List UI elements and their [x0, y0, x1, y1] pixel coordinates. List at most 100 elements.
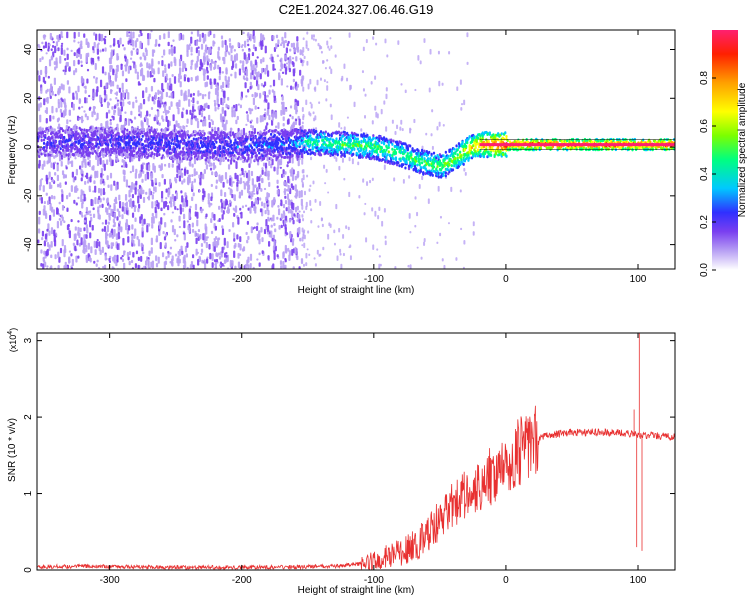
noise-mark [63, 110, 66, 117]
noise-mark [217, 64, 220, 70]
noise-mark [168, 49, 171, 55]
noise-mark [263, 187, 267, 191]
noise-mark [413, 118, 416, 124]
noise-mark [371, 120, 374, 125]
noise-mark [383, 164, 386, 171]
noise-mark [260, 201, 264, 207]
noise-mark [305, 252, 308, 259]
noise-mark [182, 34, 185, 41]
noise-mark [190, 53, 193, 56]
noise-mark [62, 84, 65, 91]
noise-mark [204, 33, 207, 42]
noise-mark [204, 81, 207, 88]
noise-mark [275, 125, 278, 129]
noise-mark [267, 231, 270, 235]
noise-mark [270, 217, 273, 222]
noise-mark [300, 198, 303, 206]
noise-mark [249, 81, 252, 86]
noise-mark [273, 199, 276, 203]
noise-mark [249, 33, 252, 42]
noise-mark [186, 169, 189, 175]
noise-mark [229, 42, 232, 48]
noise-mark [104, 35, 107, 38]
noise-mark [272, 79, 276, 87]
noise-mark [443, 264, 446, 269]
signal-mark [212, 143, 216, 147]
noise-mark [55, 207, 59, 215]
noise-mark [250, 119, 253, 122]
noise-mark [295, 56, 298, 62]
noise-mark [210, 230, 214, 235]
signal-mark [102, 147, 105, 151]
noise-mark [225, 198, 228, 206]
noise-mark [266, 204, 269, 207]
noise-mark [259, 94, 262, 97]
noise-mark [295, 118, 298, 122]
noise-mark [100, 188, 103, 196]
noise-mark [294, 47, 297, 53]
signal-mark [108, 150, 111, 154]
signal-mark [70, 149, 73, 153]
noise-mark [41, 41, 44, 45]
signal-mark [258, 151, 261, 155]
noise-mark [71, 258, 74, 267]
noise-mark [267, 173, 270, 181]
signal-mark [190, 153, 193, 157]
noise-mark [327, 233, 330, 240]
noise-mark [39, 179, 42, 187]
signal-mark [306, 152, 310, 156]
noise-mark [239, 236, 242, 243]
noise-mark [241, 48, 244, 52]
noise-mark [370, 80, 373, 85]
noise-mark [252, 97, 256, 106]
noise-mark [276, 216, 279, 220]
noise-mark [181, 207, 185, 212]
noise-mark [302, 218, 305, 222]
noise-mark [296, 219, 299, 222]
noise-mark [215, 258, 219, 263]
noise-mark [208, 243, 211, 250]
noise-mark [40, 196, 43, 204]
noise-mark [150, 30, 153, 33]
signal-mark [158, 148, 161, 152]
noise-mark [214, 165, 217, 169]
noise-mark [96, 170, 99, 178]
noise-mark [164, 221, 167, 228]
noise-mark [111, 234, 114, 239]
noise-mark [144, 56, 147, 61]
noise-mark [181, 250, 184, 256]
signal-mark [207, 158, 210, 162]
noise-mark [125, 62, 129, 65]
signal-mark [229, 139, 232, 143]
noise-mark [165, 197, 168, 200]
noise-mark [187, 77, 190, 83]
noise-mark [257, 186, 260, 192]
signal-mark [116, 127, 119, 131]
noise-mark [252, 30, 255, 36]
noise-mark [196, 211, 199, 219]
noise-mark [173, 56, 176, 64]
noise-mark [215, 252, 218, 257]
noise-mark [227, 206, 230, 212]
noise-mark [235, 53, 239, 61]
noise-mark [152, 191, 155, 194]
noise-mark [148, 188, 151, 196]
noise-mark [287, 198, 290, 206]
noise-mark [128, 250, 132, 256]
noise-mark [95, 77, 98, 80]
noise-mark [288, 254, 291, 261]
signal-mark [259, 140, 262, 144]
noise-mark [54, 66, 57, 71]
signal-mark [102, 155, 105, 159]
signal-mark [63, 135, 66, 139]
noise-mark [221, 246, 224, 254]
signal-mark [174, 129, 178, 133]
noise-mark [277, 208, 281, 216]
noise-mark [162, 70, 165, 78]
noise-mark [178, 33, 181, 41]
noise-mark [365, 237, 368, 243]
noise-mark [264, 94, 267, 102]
signal-mark [201, 133, 204, 137]
noise-mark [195, 248, 198, 256]
noise-mark [106, 159, 109, 166]
